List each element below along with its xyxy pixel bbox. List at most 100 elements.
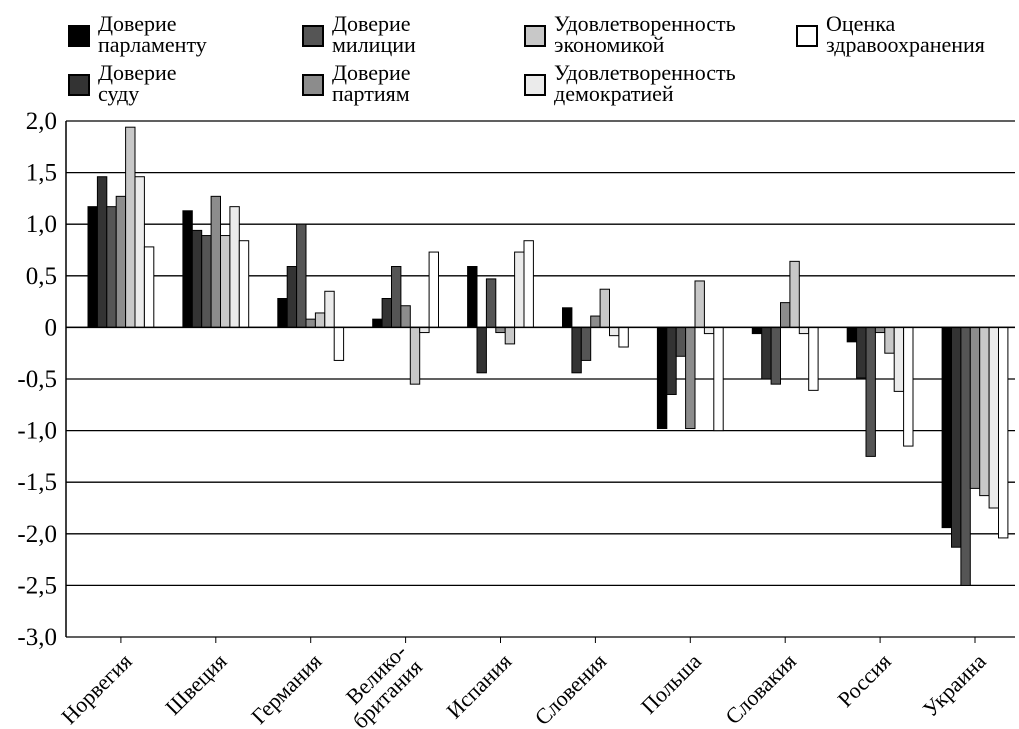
y-tick-label: 1,5	[26, 160, 57, 187]
bar	[798, 326, 810, 335]
legend-swatch	[68, 74, 90, 96]
bar	[666, 326, 677, 395]
bar	[979, 326, 990, 497]
bar	[514, 251, 525, 328]
y-tick-label: -2,0	[17, 521, 57, 548]
bar	[220, 235, 231, 328]
bar	[476, 326, 487, 374]
bar	[305, 318, 316, 328]
bar	[780, 302, 791, 328]
y-tick-label: -1,5	[17, 469, 57, 496]
bar	[656, 326, 668, 430]
bar	[372, 318, 383, 328]
bar	[467, 266, 478, 328]
bar	[428, 251, 440, 328]
bar	[770, 326, 781, 385]
bar	[277, 298, 288, 328]
bar	[191, 229, 203, 328]
legend-label: Удовлетворенность экономикой	[554, 11, 736, 57]
x-tick-label: Швеция	[160, 649, 231, 720]
bar	[703, 326, 715, 335]
x-tick-label: Испания	[441, 649, 516, 724]
x-tick-label: Словения	[530, 649, 612, 729]
y-tick-label: 1,0	[26, 211, 57, 238]
bar	[856, 326, 867, 379]
bar	[571, 326, 582, 374]
bar	[903, 326, 914, 447]
x-tick-label-line: Швеция	[160, 649, 231, 720]
bar	[960, 326, 971, 586]
bar	[96, 176, 108, 328]
bar	[713, 326, 724, 432]
bar	[580, 326, 592, 361]
bar	[893, 326, 905, 392]
legend-swatch	[524, 74, 546, 96]
legend-swatch	[796, 25, 818, 47]
x-tick-label-line: Украина	[918, 648, 991, 721]
x-tick-label: Россия	[832, 649, 895, 712]
legend: Доверие парламенту Доверие суду Доверие ми…	[0, 0, 1019, 110]
bar	[874, 326, 886, 334]
y-tick-label: -3,0	[17, 624, 57, 651]
bar	[333, 326, 345, 361]
x-tick-label-line: Словакия	[720, 649, 801, 729]
bar	[789, 260, 800, 328]
bar	[324, 290, 335, 328]
bar	[504, 326, 516, 345]
bar	[296, 223, 307, 328]
bar	[106, 206, 117, 328]
bar	[409, 326, 421, 385]
bar	[381, 298, 393, 328]
bar	[599, 288, 610, 328]
legend-label: Доверие милиции	[332, 11, 416, 57]
bar	[941, 326, 952, 529]
bar	[391, 266, 402, 328]
bar	[238, 240, 250, 328]
bar	[87, 206, 98, 328]
x-tick-label-line: Испания	[441, 649, 516, 724]
bar	[751, 326, 763, 335]
bar	[229, 206, 240, 328]
legend-label: Доверие партиям	[332, 60, 411, 106]
x-tick-label-line: Германия	[246, 649, 326, 729]
legend-swatch	[68, 25, 90, 47]
x-tick-label-line: Польша	[636, 648, 706, 718]
x-tick-label-line: Норвегия	[56, 649, 136, 729]
legend-label: Удовлетворенность демократией	[554, 60, 736, 106]
bar	[590, 315, 601, 328]
legend-swatch	[302, 74, 324, 96]
bar	[618, 326, 629, 348]
bar	[562, 307, 573, 328]
bar	[495, 326, 506, 334]
x-tick-label: Германия	[246, 649, 326, 729]
bar	[609, 326, 620, 337]
x-tick-label: Украина	[918, 648, 991, 721]
bar	[485, 278, 497, 328]
y-tick-label: 2,0	[26, 108, 57, 135]
x-tick-label: Велико-британия	[332, 639, 427, 729]
bar	[400, 305, 411, 328]
bar	[969, 326, 981, 489]
legend-label: Доверие парламенту	[98, 11, 207, 57]
bar	[808, 326, 819, 391]
legend-label: Оценка здравоохранения	[826, 11, 985, 57]
bar	[143, 246, 155, 328]
bar	[419, 326, 430, 334]
x-tick-label: Словакия	[720, 649, 801, 729]
y-tick-label: 0	[45, 314, 58, 341]
y-tick-label: -2,5	[17, 572, 57, 599]
bar	[761, 326, 772, 380]
legend-swatch	[524, 25, 546, 47]
x-tick-label-line: Словения	[530, 649, 612, 729]
bar	[115, 195, 127, 328]
bar	[201, 235, 212, 328]
bar	[694, 280, 705, 328]
bar	[182, 210, 193, 328]
bar	[134, 176, 145, 328]
bar	[675, 326, 687, 357]
bar	[523, 240, 534, 328]
legend-label: Доверие суду	[98, 60, 177, 106]
bar	[210, 195, 222, 328]
